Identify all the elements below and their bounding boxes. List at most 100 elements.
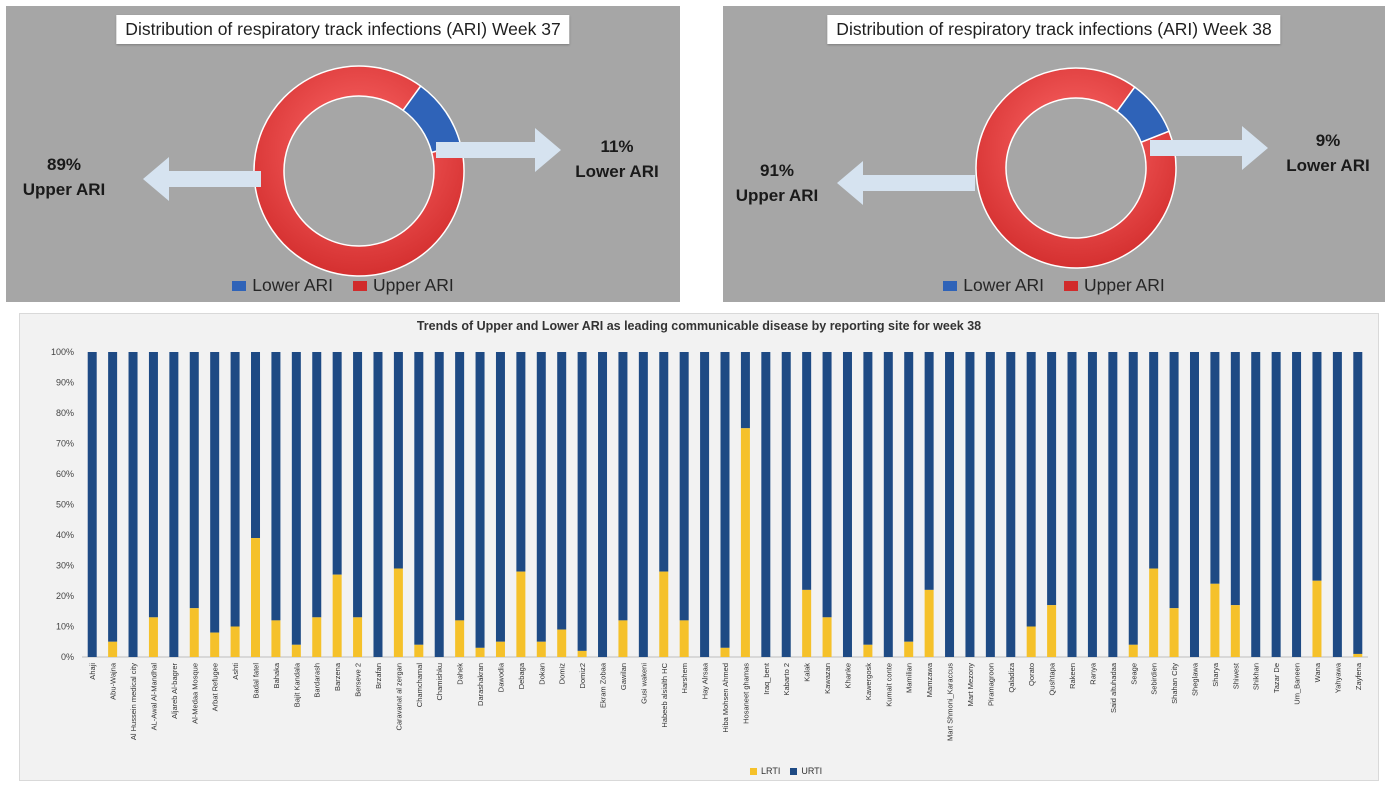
week38-legend: Lower ARI Upper ARI [723,275,1385,296]
x-tick-label: Al Hussein medical city [129,663,138,740]
urti-bar [108,352,118,642]
urti-bar [1108,352,1118,657]
urti-bar [495,352,505,642]
x-tick-label: Zayfena [1354,662,1363,690]
urti-bar [618,352,628,621]
week38-legend-upper: Upper ARI [1064,275,1165,296]
urti-bar [475,352,485,648]
lower-callout-arrow [436,128,561,172]
x-tick-label: Qaladiza [1007,662,1016,692]
y-tick-label: 60% [56,469,74,479]
bar-chart-title: Trends of Upper and Lower ARI as leading… [416,319,982,333]
week37-lower-pct: 11% [600,137,634,156]
x-tick-label: Shiwest [1231,662,1240,689]
urti-bar [802,352,812,590]
week37-upper-label: Upper ARI [22,180,106,199]
urti-bar [904,352,914,642]
lrti-bar [536,641,546,657]
urti-bar [1292,352,1302,657]
bar-chart-legend: LRTI URTI [750,766,822,776]
urti-bar [434,352,444,657]
urti-bar [210,352,220,633]
urti-bar [1047,352,1057,606]
urti-bar [393,352,403,569]
x-tick-label: Mart Shmoni_Karaccus [946,663,955,741]
lrti-bar [251,538,261,657]
x-tick-label: Dawodia [496,662,505,692]
x-tick-label: Brzafan [374,663,383,689]
week38-lower-label: Lower ARI [1286,156,1370,175]
urti-bar [883,352,893,657]
upper-callout-arrow [837,161,975,205]
x-tick-label: Darashakran [476,663,485,706]
urti-bar [985,352,995,657]
legend-lrti-label: LRTI [761,766,781,776]
x-tick-label: Shahan City [1170,663,1179,704]
x-tick-label: Iraq_bent [762,662,771,695]
lower-ari-swatch [232,280,247,291]
urti-bar [557,352,567,630]
y-tick-label: 80% [56,408,74,418]
x-tick-label: Arbat Refugee [211,663,220,711]
lrti-bar [393,568,403,657]
urti-bar [577,352,587,651]
x-tick-label: Ranya [1088,662,1097,685]
x-tick-label: Bahaka [272,662,281,688]
y-tick-label: 10% [56,622,74,632]
urti-bar [251,352,261,539]
x-tick-label: Mamzawa [925,662,934,697]
x-tick-label: Aljareb Al-bagrer [170,663,179,719]
urti-bar [822,352,832,618]
urti-bar [1087,352,1097,657]
x-tick-label: Bardarash [313,663,322,698]
urti-bar [1067,352,1077,657]
urti-bar [1169,352,1179,609]
urti-bar [1026,352,1036,627]
week38-legend-lower: Lower ARI [943,275,1044,296]
urti-bar [271,352,281,621]
urti-bar [659,352,669,572]
week37-lower-label: Lower ARI [575,162,659,181]
urti-bar [230,352,240,627]
lrti-bar [312,617,322,657]
urti-bar [1251,352,1261,657]
x-tick-label: Yahyawa [1333,662,1342,693]
lrti-bar [802,589,812,657]
urti-bar [740,352,750,429]
urti-bar [842,352,852,657]
x-tick-label: Mart Mezony [966,663,975,707]
x-tick-label: Ashti [231,663,240,680]
upper-ari-swatch [353,280,367,291]
urti-bar [638,352,648,657]
x-tick-label: Gusi wakeni [639,663,648,704]
week38-lower-callout: 9% Lower ARI [1275,128,1381,178]
y-tick-label: 70% [56,439,74,449]
x-tick-label: Al-Medaa Mosque [190,663,199,724]
lrti-bar [904,641,914,657]
x-tick-label: Kabarto 2 [782,663,791,696]
urti-bar [700,352,710,657]
x-tick-label: Harshem [680,663,689,693]
lrti-bar [414,644,424,657]
urti-bar [128,352,138,657]
urti-bar [1230,352,1240,606]
week38-legend-upper-label: Upper ARI [1084,275,1165,295]
urti-swatch [790,767,798,775]
site-trends-bar-panel: 0% 10% 20% 30% 40% 50% 60% 70% 80% 90% 100% Ahaji Ab… [19,313,1379,781]
lrti-bar [1353,653,1363,657]
x-tick-label: Sheglawa [1190,662,1199,696]
lrti-bar [291,644,301,657]
week38-upper-label: Upper ARI [735,186,819,205]
x-tick-label: Ahaji [88,663,97,680]
upper-ari-slice [253,65,465,277]
lrti-bar [557,629,567,657]
lrti-bar [353,617,363,657]
x-tick-label: Debaga [517,662,526,689]
lrti-bar [1026,626,1036,657]
x-tick-label: Hay Alrsaa [701,662,710,699]
week37-lower-callout: 11% Lower ARI [562,134,672,184]
week38-upper-pct: 91% [759,161,795,180]
lrti-bar [148,617,158,657]
urti-bar [353,352,363,618]
x-tick-label: Um_Baneen [1293,663,1302,705]
